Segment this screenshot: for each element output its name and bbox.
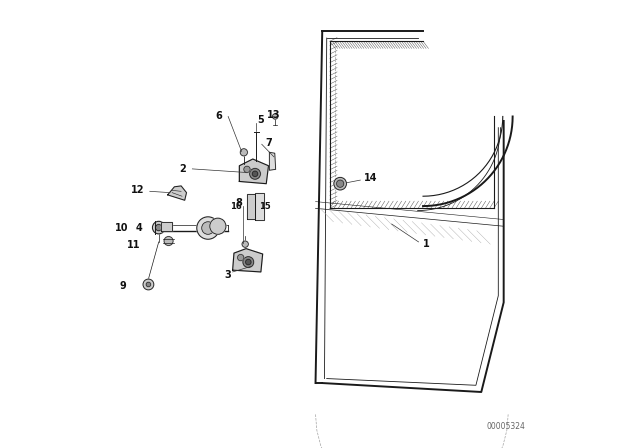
- Circle shape: [164, 237, 173, 246]
- Circle shape: [244, 166, 250, 172]
- Circle shape: [237, 254, 244, 261]
- Circle shape: [202, 222, 214, 234]
- Circle shape: [197, 217, 219, 239]
- Polygon shape: [233, 249, 262, 272]
- Text: 15: 15: [260, 202, 271, 211]
- Circle shape: [250, 168, 260, 179]
- Text: 5: 5: [257, 115, 264, 125]
- Circle shape: [152, 221, 165, 234]
- Circle shape: [156, 224, 162, 231]
- Text: 4: 4: [136, 223, 143, 233]
- Circle shape: [242, 241, 248, 247]
- Text: 3: 3: [224, 270, 230, 280]
- Text: 12: 12: [131, 185, 145, 195]
- Text: 9: 9: [120, 281, 127, 291]
- Text: 1: 1: [423, 239, 430, 249]
- Circle shape: [273, 114, 278, 119]
- Polygon shape: [239, 159, 269, 184]
- Circle shape: [243, 257, 253, 267]
- Circle shape: [143, 279, 154, 290]
- Circle shape: [252, 171, 258, 177]
- Text: 10: 10: [115, 223, 128, 233]
- Polygon shape: [168, 186, 186, 200]
- Text: 14: 14: [364, 173, 378, 183]
- Text: 00005324: 00005324: [486, 422, 525, 431]
- Circle shape: [334, 177, 346, 190]
- Text: 13: 13: [267, 110, 280, 120]
- Text: 8: 8: [235, 198, 242, 208]
- Text: 7: 7: [265, 138, 271, 148]
- Polygon shape: [269, 152, 276, 170]
- Text: 6: 6: [216, 111, 222, 121]
- Polygon shape: [248, 194, 255, 219]
- Text: 16: 16: [230, 202, 242, 211]
- Text: 2: 2: [179, 164, 186, 174]
- Circle shape: [146, 282, 150, 287]
- Circle shape: [246, 259, 251, 265]
- Text: 11: 11: [127, 240, 141, 250]
- Circle shape: [240, 149, 248, 156]
- Circle shape: [210, 218, 226, 234]
- Polygon shape: [161, 222, 172, 231]
- Circle shape: [337, 180, 344, 187]
- Polygon shape: [255, 193, 264, 220]
